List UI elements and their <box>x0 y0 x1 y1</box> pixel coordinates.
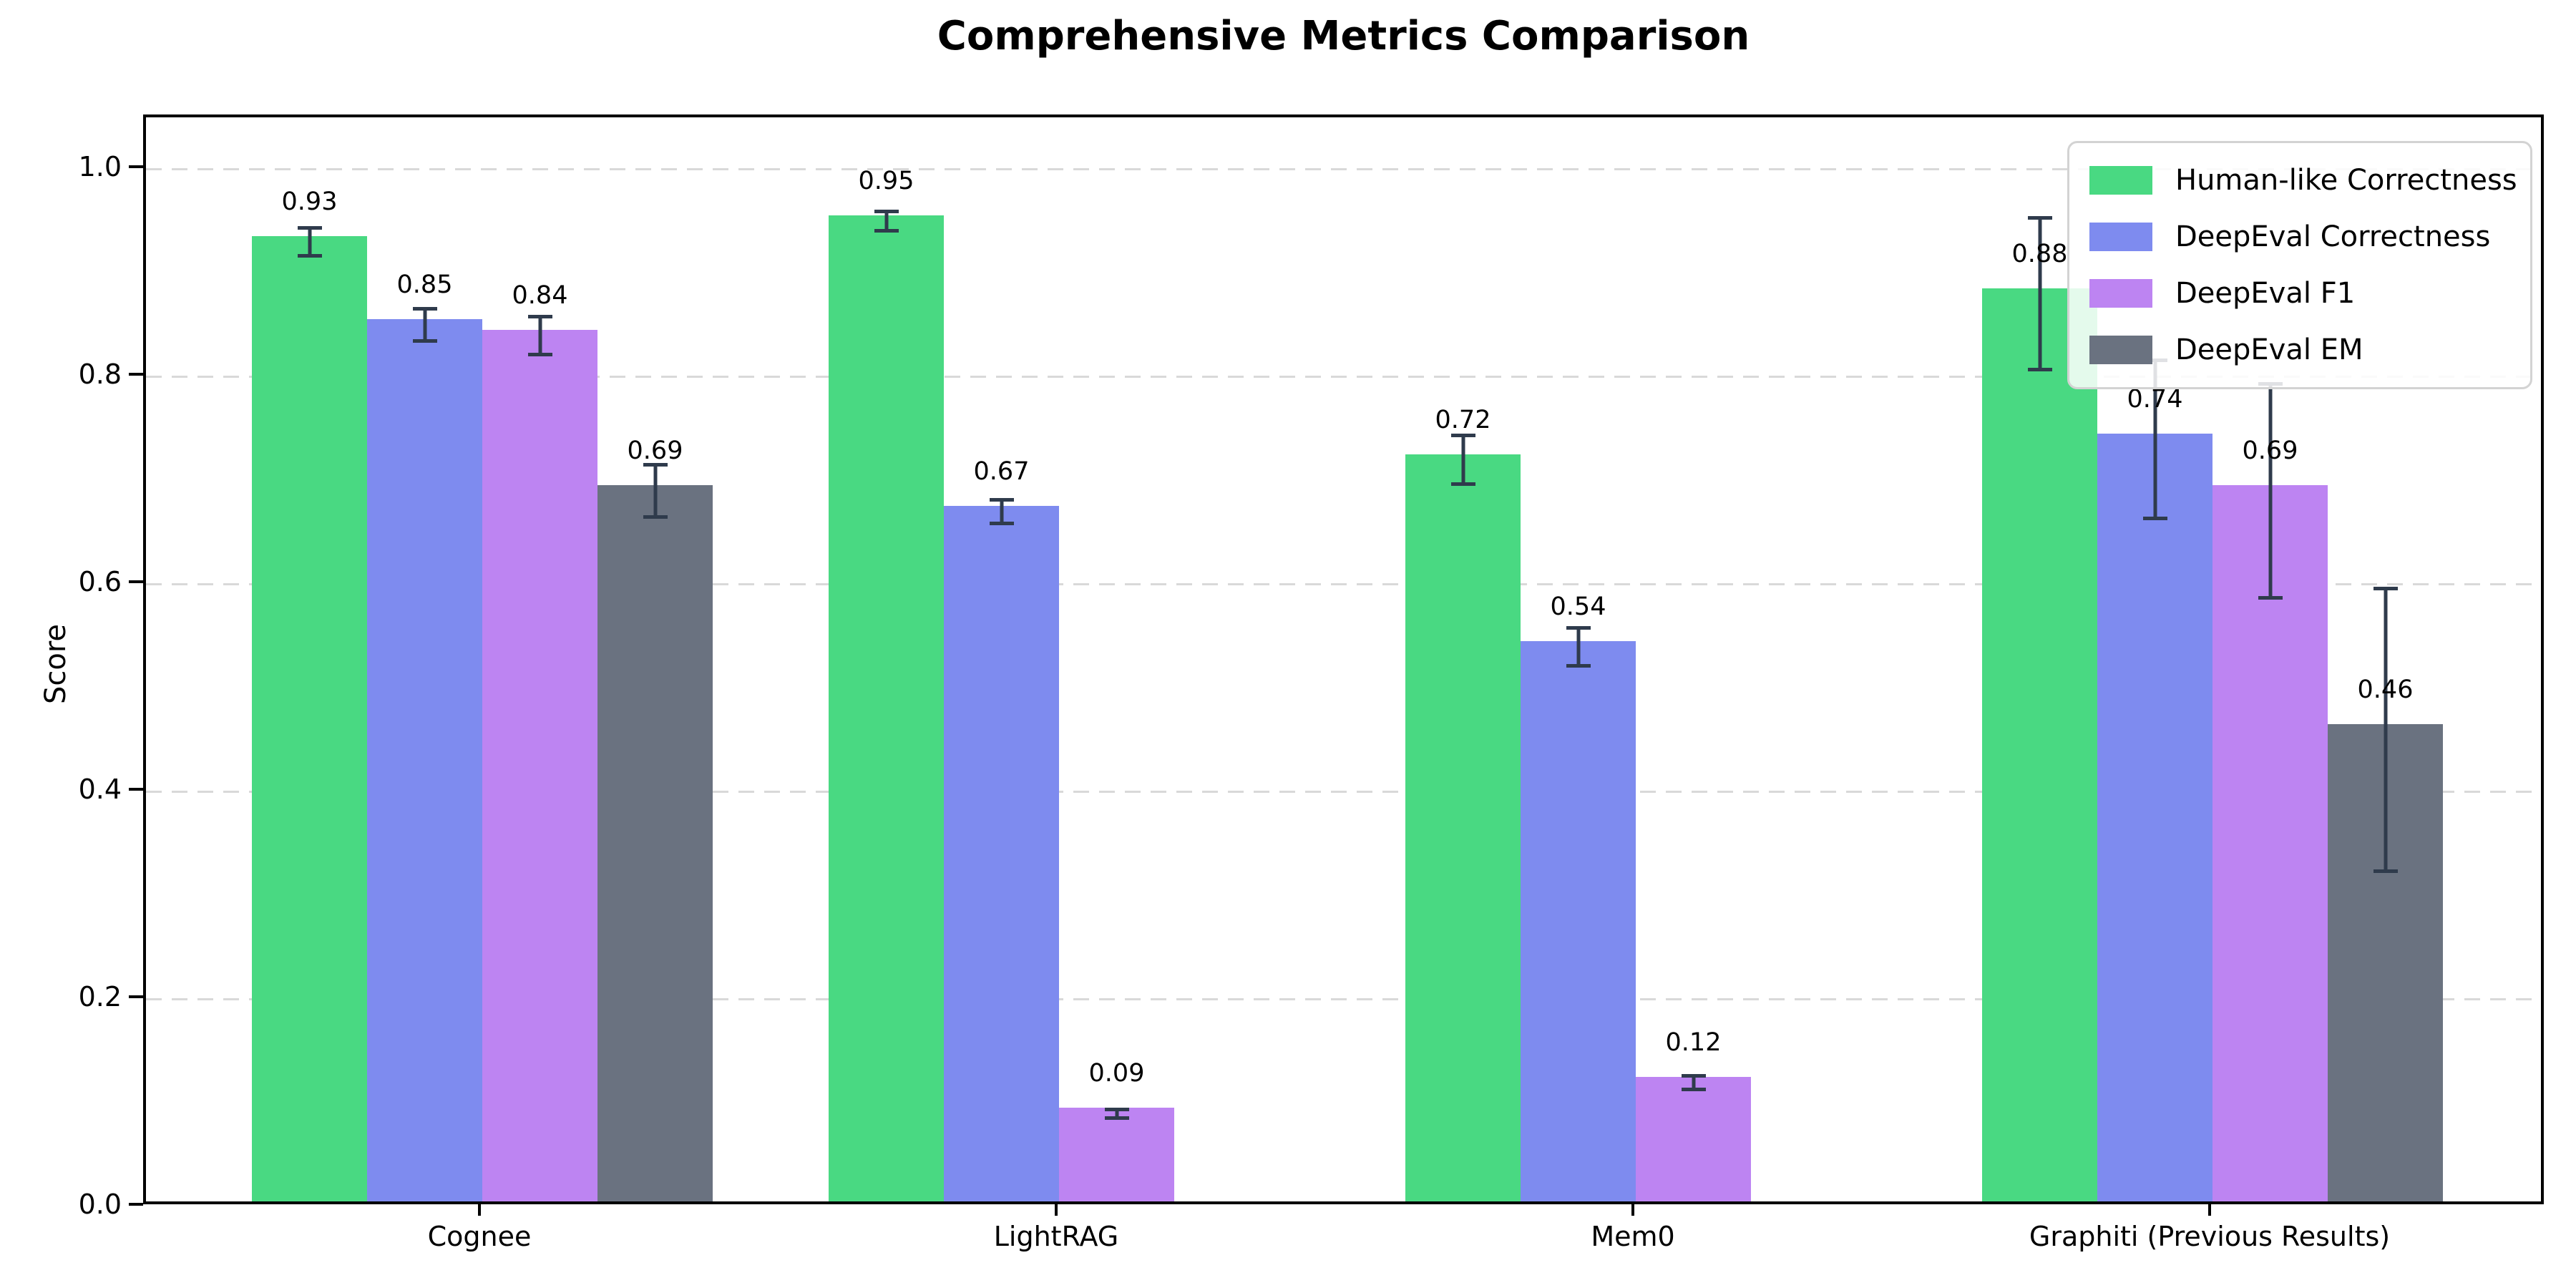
legend-swatch <box>2089 279 2152 308</box>
y-tick-label-0.6: 0.6 <box>78 565 122 597</box>
error-bar <box>1681 1074 1706 1091</box>
legend-swatch <box>2089 165 2152 195</box>
bar-value-label: 0.12 <box>1665 1028 1722 1057</box>
bar-deepeval-f1-cognee <box>482 329 597 1201</box>
bar-deepeval-f1-mem0 <box>1636 1076 1751 1201</box>
bar-value-label: 0.93 <box>281 187 338 217</box>
x-tick-label-cognee: Cognee <box>427 1221 532 1252</box>
legend-item-deepeval-em: DeepEval EM <box>2069 333 2530 366</box>
legend-item-deepeval-correctness: DeepEval Correctness <box>2069 220 2530 253</box>
x-tick-label-mem0: Mem0 <box>1591 1221 1675 1252</box>
bar-human-like-correctness-cognee <box>252 236 367 1201</box>
error-bar <box>297 226 322 258</box>
bar-value-label: 0.84 <box>512 280 568 310</box>
y-tick-mark <box>129 1203 143 1206</box>
y-tick-mark <box>129 372 143 376</box>
y-tick-mark <box>129 165 143 168</box>
bar-value-label: 0.69 <box>2242 436 2298 466</box>
error-bar <box>989 498 1014 526</box>
bar-deepeval-f1-graphiti-previous-results- <box>2212 485 2328 1201</box>
error-bar <box>874 210 899 233</box>
legend-swatch <box>2089 336 2152 365</box>
bar-value-label: 0.46 <box>2357 675 2414 704</box>
legend-swatch <box>2089 222 2152 251</box>
bar-human-like-correctness-mem0 <box>1405 454 1521 1201</box>
bar-deepeval-em-cognee <box>597 485 713 1201</box>
bar-value-label: 0.72 <box>1435 405 1491 434</box>
legend-label: DeepEval Correctness <box>2175 220 2491 253</box>
y-tick-mark <box>129 995 143 998</box>
error-bar <box>412 307 437 343</box>
plot-area: Human-like Correctness DeepEval Correctne… <box>143 114 2544 1204</box>
x-tick-mark <box>1055 1204 1058 1216</box>
chart-title: Comprehensive Metrics Comparison <box>937 13 1750 59</box>
y-tick-label-0.2: 0.2 <box>78 980 122 1013</box>
gridline-0.8 <box>146 376 2541 379</box>
error-bar <box>2258 381 2283 600</box>
legend-label: DeepEval F1 <box>2175 277 2356 311</box>
error-bar <box>2027 215 2052 372</box>
y-axis-label: Score <box>39 623 72 705</box>
legend-label: DeepEval EM <box>2175 333 2363 367</box>
error-bar <box>1450 434 1475 486</box>
legend-item-human-like-correctness: Human-like Correctness <box>2069 164 2530 197</box>
x-tick-mark <box>1631 1204 1634 1216</box>
y-tick-label-0.0: 0.0 <box>78 1189 122 1220</box>
gridline-0.4 <box>146 791 2541 794</box>
x-tick-mark <box>478 1204 481 1216</box>
error-bar <box>527 314 552 356</box>
bar-human-like-correctness-lightrag <box>829 215 944 1201</box>
gridline-0.2 <box>146 998 2541 1001</box>
legend-item-deepeval-f1: DeepEval F1 <box>2069 277 2530 310</box>
y-tick-label-0.4: 0.4 <box>78 773 122 805</box>
y-tick-mark <box>129 580 143 583</box>
x-tick-label-graphiti-previous-results-: Graphiti (Previous Results) <box>2029 1221 2391 1252</box>
y-tick-label-1.0: 1.0 <box>78 150 122 182</box>
bar-value-label: 0.67 <box>973 457 1030 487</box>
bar-deepeval-correctness-graphiti-previous-results- <box>2097 433 2212 1201</box>
error-bar <box>1104 1107 1129 1121</box>
gridline-1.0 <box>146 168 2541 171</box>
bar-human-like-correctness-graphiti-previous-results- <box>1982 288 2097 1201</box>
bar-value-label: 0.69 <box>627 436 683 466</box>
gridline-0.6 <box>146 583 2541 586</box>
bar-deepeval-correctness-lightrag <box>944 506 1059 1201</box>
error-bar <box>643 463 668 519</box>
bar-value-label: 0.09 <box>1088 1059 1145 1088</box>
bar-deepeval-correctness-cognee <box>367 319 482 1201</box>
bar-value-label: 0.95 <box>858 167 914 196</box>
error-bar <box>1220 1203 1244 1204</box>
bar-value-label: 0.54 <box>1550 592 1606 621</box>
legend-label: Human-like Correctness <box>2175 163 2517 197</box>
bar-value-label: 0.88 <box>2011 239 2068 268</box>
error-bar <box>2373 586 2398 873</box>
error-bar <box>1797 1203 1821 1204</box>
bar-deepeval-f1-lightrag <box>1059 1108 1174 1201</box>
x-tick-label-lightrag: LightRAG <box>993 1221 1119 1252</box>
error-bar <box>1566 625 1591 668</box>
bar-value-label: 0.85 <box>396 270 453 300</box>
y-tick-label-0.8: 0.8 <box>78 358 122 390</box>
legend: Human-like Correctness DeepEval Correctne… <box>2067 141 2532 389</box>
bar-value-label: 0.74 <box>2127 384 2183 414</box>
x-tick-mark <box>2208 1204 2211 1216</box>
bar-deepeval-correctness-mem0 <box>1521 640 1636 1201</box>
y-tick-mark <box>129 787 143 791</box>
